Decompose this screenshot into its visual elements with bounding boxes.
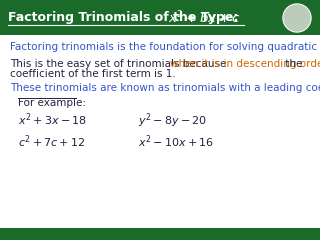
Text: the: the	[282, 59, 302, 69]
Text: This is the easy set of trinomials because: This is the easy set of trinomials becau…	[10, 59, 230, 69]
Text: $\mathit{x}^2 + \mathit{bx} + \mathit{c}$: $\mathit{x}^2 + \mathit{bx} + \mathit{c}…	[168, 10, 241, 26]
Text: Factoring Trinomials of the Type:: Factoring Trinomials of the Type:	[8, 12, 247, 24]
Text: Factoring trinomials is the foundation for solving quadratic equations.: Factoring trinomials is the foundation f…	[10, 42, 320, 52]
Text: $y^2 - 8y - 20$: $y^2 - 8y - 20$	[138, 111, 207, 130]
FancyBboxPatch shape	[0, 0, 320, 35]
Text: $c^2 + 7c + 12$: $c^2 + 7c + 12$	[18, 133, 85, 150]
Text: when it is in descending order: when it is in descending order	[170, 59, 320, 69]
Text: $x^2 - 10x + 16$: $x^2 - 10x + 16$	[138, 133, 214, 150]
Text: These trinomials are known as trinomials with a leading coefficient of 1.: These trinomials are known as trinomials…	[10, 83, 320, 93]
Text: $x^2 + 3x - 18$: $x^2 + 3x - 18$	[18, 111, 87, 128]
FancyBboxPatch shape	[0, 228, 320, 240]
Text: coefficient of the first term is 1.: coefficient of the first term is 1.	[10, 69, 176, 79]
Circle shape	[283, 4, 311, 32]
Circle shape	[284, 5, 310, 31]
Text: For example:: For example:	[18, 98, 86, 108]
